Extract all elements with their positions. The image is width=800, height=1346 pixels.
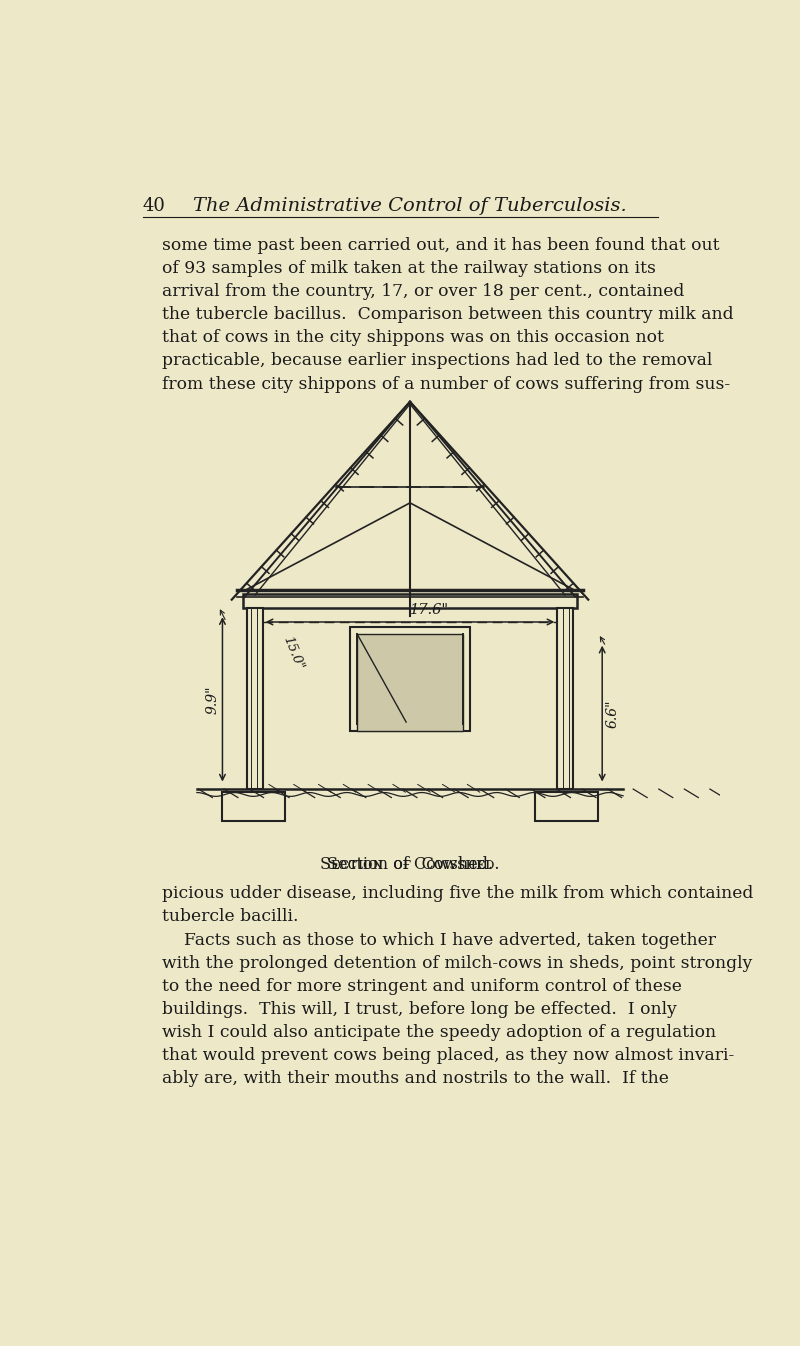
Text: 40: 40 bbox=[142, 197, 166, 215]
Bar bbox=[350, 627, 470, 731]
Text: 6.6": 6.6" bbox=[606, 700, 619, 728]
Text: arrival from the country, 17, or over 18 per cent., contained: arrival from the country, 17, or over 18… bbox=[162, 283, 684, 300]
Text: buildings.  This will, I trust, before long be effected.  I only: buildings. This will, I trust, before lo… bbox=[162, 1001, 677, 1018]
Bar bbox=[243, 595, 577, 608]
Text: The Administrative Control of Tuberculosis.: The Administrative Control of Tuberculos… bbox=[193, 197, 627, 215]
Text: that of cows in the city shippons was on this occasion not: that of cows in the city shippons was on… bbox=[162, 330, 664, 346]
Text: from these city shippons of a number of cows suffering from sus-: from these city shippons of a number of … bbox=[162, 376, 730, 393]
Text: picious udder disease, including five the milk from which contained: picious udder disease, including five th… bbox=[162, 886, 754, 902]
Text: with the prolonged detention of milch-cows in sheds, point strongly: with the prolonged detention of milch-co… bbox=[162, 954, 752, 972]
Bar bbox=[358, 634, 463, 731]
Bar bbox=[534, 793, 598, 821]
Text: of 93 samples of milk taken at the railway stations on its: of 93 samples of milk taken at the railw… bbox=[162, 260, 656, 277]
Text: Section of Cowshed.: Section of Cowshed. bbox=[327, 856, 493, 874]
Text: to the need for more stringent and uniform control of these: to the need for more stringent and unifo… bbox=[162, 977, 682, 995]
Text: some time past been carried out, and it has been found that out: some time past been carried out, and it … bbox=[162, 237, 719, 254]
Bar bbox=[222, 793, 286, 821]
Text: Facts such as those to which I have adverted, taken together: Facts such as those to which I have adve… bbox=[162, 931, 716, 949]
Text: wish I could also anticipate the speedy adoption of a regulation: wish I could also anticipate the speedy … bbox=[162, 1024, 716, 1040]
Text: Sᴇᴄᴛɪᴏɴ  ᴏғ  Cᴏᴡѕʜᴇᴅ.: Sᴇᴄᴛɪᴏɴ ᴏғ Cᴏᴡѕʜᴇᴅ. bbox=[320, 856, 500, 874]
Text: ably are, with their mouths and nostrils to the wall.  If the: ably are, with their mouths and nostrils… bbox=[162, 1070, 669, 1088]
Text: 9.9": 9.9" bbox=[206, 685, 219, 713]
Text: practicable, because earlier inspections had led to the removal: practicable, because earlier inspections… bbox=[162, 353, 712, 370]
Text: that would prevent cows being placed, as they now almost invari-: that would prevent cows being placed, as… bbox=[162, 1047, 734, 1065]
Text: the tubercle bacillus.  Comparison between this country milk and: the tubercle bacillus. Comparison betwee… bbox=[162, 307, 734, 323]
Text: 17.6": 17.6" bbox=[410, 603, 449, 618]
Bar bbox=[247, 608, 262, 789]
Text: tubercle bacilli.: tubercle bacilli. bbox=[162, 909, 298, 926]
Text: 15.0": 15.0" bbox=[280, 634, 305, 672]
Bar bbox=[558, 608, 573, 789]
